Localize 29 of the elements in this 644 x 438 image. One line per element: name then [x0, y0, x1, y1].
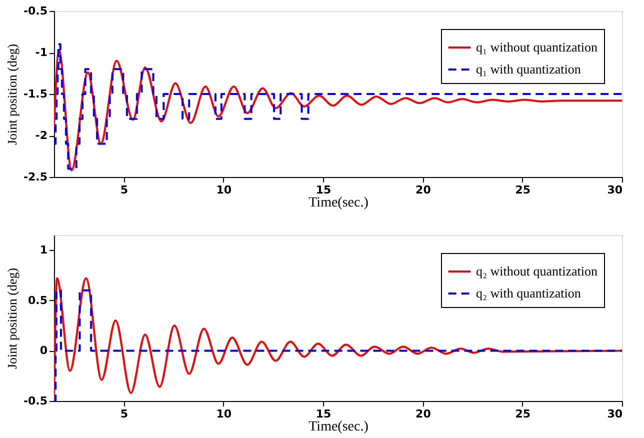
x-tick-label: 10	[216, 184, 232, 196]
legend-label: q₂ with quantization	[476, 286, 582, 300]
x-axis-title: Time(sec.)	[308, 420, 369, 434]
legend-label: q₂ without quantization	[476, 264, 598, 278]
y-axis-title: Joint position (deg)	[4, 268, 20, 370]
x-tick-label: 10	[216, 408, 232, 420]
y-tick-label: 0.5	[28, 294, 48, 307]
x-axis-title: Time(sec.)	[308, 196, 369, 210]
y-tick-label: -0.5	[23, 394, 48, 408]
y-tick-label: -2.5	[23, 170, 48, 184]
x-tick-label: 15	[316, 408, 332, 420]
x-tick-label: 20	[416, 184, 432, 196]
y-tick-label: -0.5	[23, 4, 48, 18]
x-tick-label: 5	[120, 184, 128, 196]
legend-label: q₁ with quantization	[476, 62, 582, 76]
x-tick-label: 20	[416, 408, 432, 420]
x-tick-label: 30	[607, 184, 623, 196]
y-tick-label: -1.5	[23, 88, 48, 100]
x-tick-label: 15	[316, 184, 332, 196]
y-tick-label: 0	[40, 344, 48, 358]
x-tick-label: 25	[515, 184, 531, 196]
x-tick-label: 25	[515, 408, 531, 420]
x-tick-label: 5	[120, 408, 128, 420]
y-tick-label: 1	[40, 244, 48, 257]
y-tick-label: -1	[35, 46, 48, 59]
y-tick-label: -2	[35, 129, 48, 142]
legend-label: q₁ without quantization	[476, 40, 598, 54]
x-tick-label: 30	[607, 408, 623, 420]
y-axis-title: Joint position (deg)	[4, 44, 20, 146]
